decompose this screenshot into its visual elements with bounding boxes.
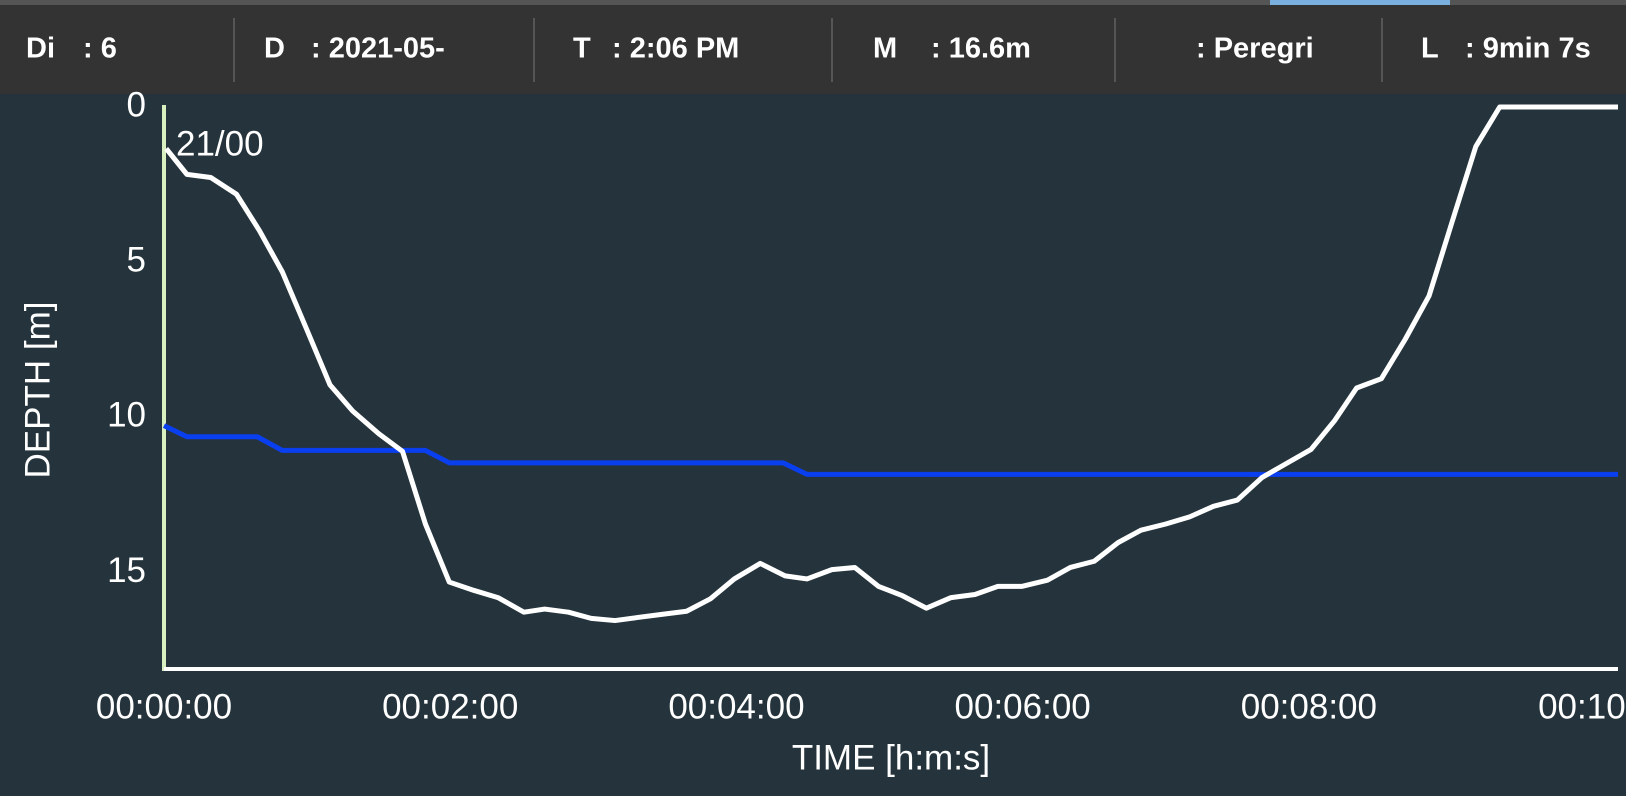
header-value: : 2:06 PM [612, 33, 739, 65]
header-label: Di [26, 33, 55, 65]
header: Di : 6 D : 2021-05- T : 2:06 PM M : 16.6m : Pere… [26, 18, 1591, 82]
header-value: : 2021-05- [311, 33, 445, 65]
x-tick-label: 00:00:00 [96, 687, 232, 726]
series-line [164, 104, 1618, 624]
header-label: M [873, 33, 897, 65]
x-axis-title: TIME [h:m:s] [792, 738, 990, 777]
header-value: : 6 [83, 33, 117, 65]
x-tick-label: 00:08:00 [1241, 687, 1377, 726]
x-tick-label: 00:06:00 [955, 687, 1091, 726]
x-tick-label: 00:10: [1538, 687, 1626, 726]
tab-indicator [1270, 0, 1450, 5]
header-label: D [264, 33, 285, 65]
y-tick-label: 5 [127, 240, 146, 279]
y-tick-label: 10 [107, 396, 146, 435]
header-label: L [1421, 33, 1439, 65]
plot: 0 5 10 15 00:00:00 00:02:00 00:04:00 00:06:00 00… [18, 85, 1626, 777]
header-bar [0, 0, 1626, 94]
series-line [162, 423, 1618, 477]
top-strip [0, 0, 1626, 5]
y-axis-title: DEPTH [m] [18, 302, 57, 479]
header-value: : 16.6m [931, 33, 1031, 65]
y-tick-label: 15 [107, 551, 146, 590]
header-value: : Peregri [1196, 33, 1314, 65]
annotation: 21/00 [176, 124, 264, 163]
header-label: T [573, 33, 591, 65]
x-tick-label: 00:04:00 [668, 687, 804, 726]
y-tick-label: 0 [127, 85, 146, 124]
header-value: : 9min 7s [1465, 33, 1591, 65]
x-tick-label: 00:02:00 [382, 687, 518, 726]
